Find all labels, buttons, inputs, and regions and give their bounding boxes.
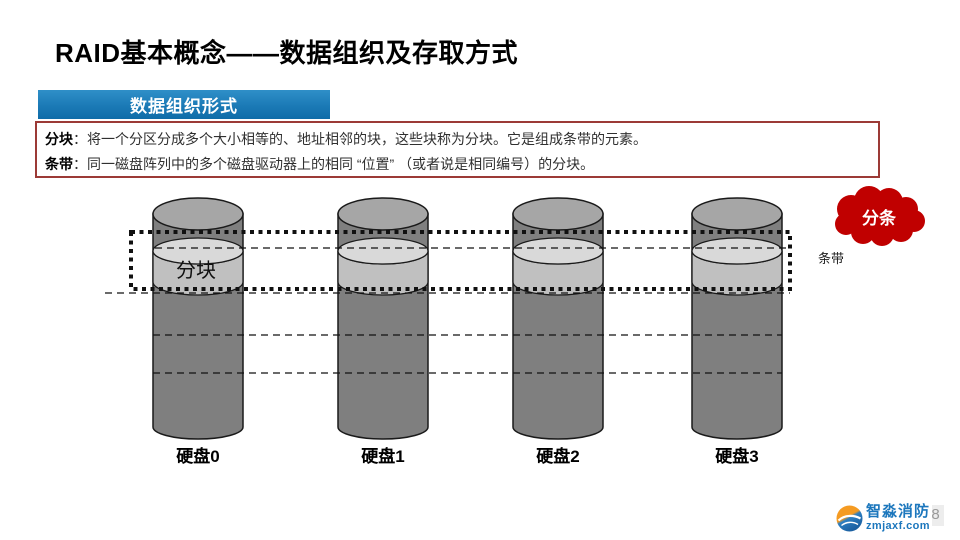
definitions-box: 分块：将一个分区分成多个大小相等的、地址相邻的块，这些块称为分块。它是组成条带的…: [35, 121, 880, 178]
section-header: 数据组织形式: [38, 90, 330, 119]
page-title: RAID基本概念——数据组织及存取方式: [55, 38, 519, 68]
stripe-label: 条带: [818, 251, 844, 266]
stripe-dotted-rect: [129, 230, 792, 291]
block-band-top-1: [337, 237, 429, 265]
brand-logo-icon: [836, 505, 863, 531]
definition-block: 分块：将一个分区分成多个大小相等的、地址相邻的块，这些块称为分块。它是组成条带的…: [45, 127, 870, 152]
disk-cylinder-0: 分块: [152, 197, 244, 440]
section-dashed-lines: [105, 247, 790, 374]
disk-label-2: 硬盘2: [536, 446, 579, 466]
slice-callout-label: 分条: [862, 208, 897, 228]
disk-cylinder-2: [512, 197, 604, 440]
disk-cylinder-3: [691, 197, 783, 440]
disk-label-1: 硬盘1: [361, 446, 404, 466]
definition-block-text: ：将一个分区分成多个大小相等的、地址相邻的块，这些块称为分块。它是组成条带的元素…: [73, 131, 647, 147]
brand-name: 智淼消防: [866, 503, 931, 520]
section-header-label: 数据组织形式: [130, 97, 238, 116]
slice-callout-cloud: 分条: [835, 186, 925, 246]
block-band-top-2: [512, 237, 604, 265]
definition-stripe-term: 条带: [45, 156, 73, 172]
disk-label-0: 硬盘0: [176, 446, 219, 466]
definition-block-term: 分块: [45, 131, 73, 147]
brand-site: zmjaxf.com: [866, 520, 930, 532]
block-label: 分块: [176, 259, 216, 282]
disk-labels: 硬盘0 硬盘1 硬盘2 硬盘3: [176, 446, 758, 466]
disk-label-3: 硬盘3: [715, 446, 758, 466]
definition-stripe-text: ：同一磁盘阵列中的多个磁盘驱动器上的相同 “位置” （或者说是相同编号）的分块。: [73, 156, 595, 172]
disk-cylinder-1: [337, 197, 429, 440]
block-band-top-3: [691, 237, 783, 265]
definition-stripe: 条带：同一磁盘阵列中的多个磁盘驱动器上的相同 “位置” （或者说是相同编号）的分…: [45, 152, 870, 177]
brand-logo: 智淼消防 zmjaxf.com: [836, 498, 932, 538]
block-band-top-0: [152, 237, 244, 265]
